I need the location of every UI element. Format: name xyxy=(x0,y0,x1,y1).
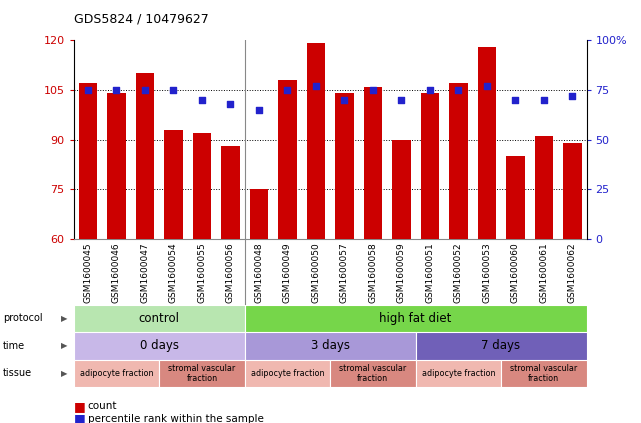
Text: ■: ■ xyxy=(74,400,85,412)
Text: stromal vascular
fraction: stromal vascular fraction xyxy=(339,364,406,383)
Text: GSM1600054: GSM1600054 xyxy=(169,242,178,303)
Bar xyxy=(535,136,553,239)
Bar xyxy=(330,360,415,387)
Text: protocol: protocol xyxy=(3,313,43,323)
Point xyxy=(197,96,207,103)
Text: 3 days: 3 days xyxy=(311,339,349,352)
Text: GSM1600051: GSM1600051 xyxy=(426,242,435,303)
Text: high fat diet: high fat diet xyxy=(379,312,452,325)
Bar xyxy=(478,47,496,239)
Text: GSM1600053: GSM1600053 xyxy=(482,242,491,303)
Text: GSM1600050: GSM1600050 xyxy=(312,242,320,303)
Point xyxy=(282,87,292,93)
Bar xyxy=(74,305,245,332)
Point xyxy=(481,82,492,89)
Text: stromal vascular
fraction: stromal vascular fraction xyxy=(169,364,235,383)
Bar xyxy=(306,44,325,239)
Bar xyxy=(245,305,587,332)
Text: GSM1600058: GSM1600058 xyxy=(369,242,378,303)
Text: time: time xyxy=(3,341,26,351)
Bar xyxy=(420,93,439,239)
Text: percentile rank within the sample: percentile rank within the sample xyxy=(88,414,263,423)
Text: GSM1600061: GSM1600061 xyxy=(539,242,548,303)
Bar xyxy=(159,360,245,387)
Text: GSM1600060: GSM1600060 xyxy=(511,242,520,303)
Bar xyxy=(563,143,581,239)
Bar xyxy=(193,133,211,239)
Point xyxy=(225,100,235,107)
Point xyxy=(140,87,150,93)
Bar xyxy=(392,140,411,239)
Text: GSM1600046: GSM1600046 xyxy=(112,242,121,303)
Bar xyxy=(363,87,382,239)
Text: GSM1600048: GSM1600048 xyxy=(254,242,263,303)
Text: GSM1600056: GSM1600056 xyxy=(226,242,235,303)
Text: ▶: ▶ xyxy=(61,369,67,378)
Text: count: count xyxy=(88,401,117,411)
Bar xyxy=(164,130,183,239)
Bar xyxy=(249,190,268,239)
Point xyxy=(112,87,122,93)
Text: adipocyte fraction: adipocyte fraction xyxy=(79,369,153,378)
Text: GSM1600055: GSM1600055 xyxy=(197,242,206,303)
Point xyxy=(169,87,179,93)
Text: adipocyte fraction: adipocyte fraction xyxy=(422,369,495,378)
Text: GDS5824 / 10479627: GDS5824 / 10479627 xyxy=(74,13,208,25)
Text: ▶: ▶ xyxy=(61,341,67,350)
Bar xyxy=(415,360,501,387)
Bar xyxy=(79,83,97,239)
Bar xyxy=(335,93,354,239)
Bar xyxy=(415,332,587,360)
Bar xyxy=(107,93,126,239)
Point xyxy=(538,96,549,103)
Text: GSM1600062: GSM1600062 xyxy=(568,242,577,303)
Text: adipocyte fraction: adipocyte fraction xyxy=(251,369,324,378)
Bar xyxy=(245,360,330,387)
Text: ■: ■ xyxy=(74,412,85,423)
Bar xyxy=(501,360,587,387)
Point xyxy=(453,87,463,93)
Text: 0 days: 0 days xyxy=(140,339,179,352)
Text: control: control xyxy=(138,312,179,325)
Text: tissue: tissue xyxy=(3,368,32,378)
Bar xyxy=(245,332,415,360)
Text: GSM1600057: GSM1600057 xyxy=(340,242,349,303)
Point xyxy=(311,82,321,89)
Point xyxy=(396,96,406,103)
Bar xyxy=(278,80,297,239)
Text: ▶: ▶ xyxy=(61,314,67,323)
Point xyxy=(368,87,378,93)
Point xyxy=(567,93,578,99)
Text: GSM1600045: GSM1600045 xyxy=(83,242,92,303)
Point xyxy=(83,87,93,93)
Bar xyxy=(221,146,240,239)
Point xyxy=(339,96,349,103)
Text: stromal vascular
fraction: stromal vascular fraction xyxy=(510,364,578,383)
Bar xyxy=(136,73,154,239)
Point xyxy=(254,107,264,113)
Text: GSM1600049: GSM1600049 xyxy=(283,242,292,303)
Point xyxy=(510,96,520,103)
Text: 7 days: 7 days xyxy=(481,339,520,352)
Bar xyxy=(74,360,159,387)
Bar xyxy=(449,83,467,239)
Text: GSM1600047: GSM1600047 xyxy=(140,242,149,303)
Text: GSM1600059: GSM1600059 xyxy=(397,242,406,303)
Bar xyxy=(74,332,245,360)
Text: GSM1600052: GSM1600052 xyxy=(454,242,463,303)
Bar xyxy=(506,156,524,239)
Point xyxy=(425,87,435,93)
